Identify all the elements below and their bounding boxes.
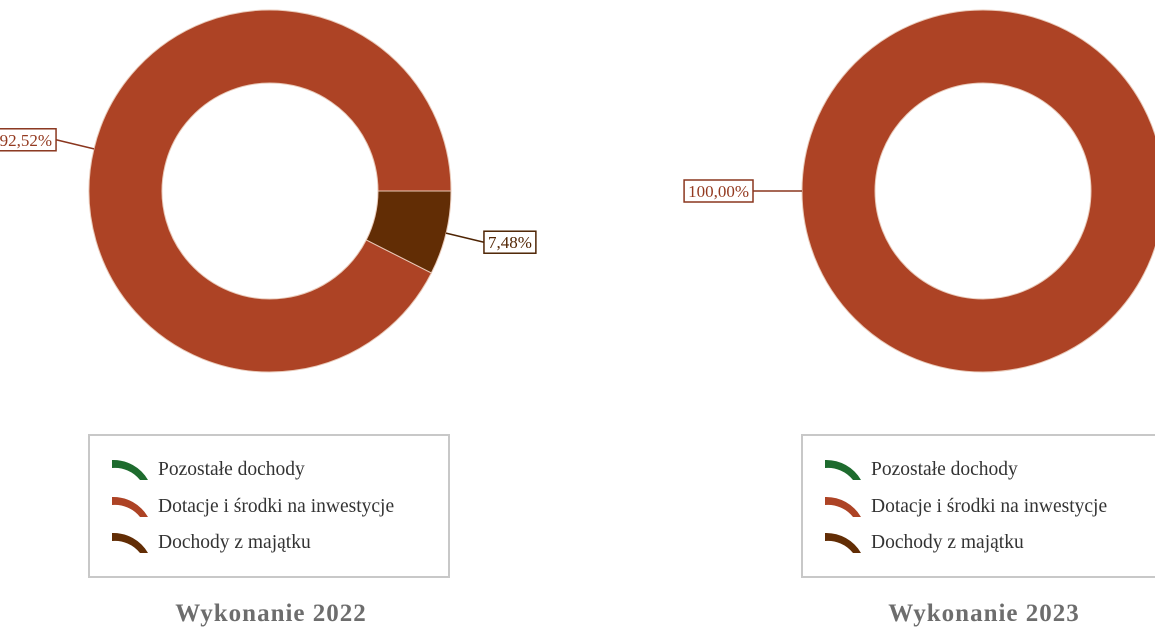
arc-swatch-icon [112,532,148,553]
donut-slice [365,190,452,274]
data-label: 7,48% [488,233,532,252]
data-label: 92,52% [0,131,52,150]
arc-swatch-icon [825,459,861,480]
chart-title-2023: Wykonanie 2023 [888,600,1080,627]
legend-item-pozostale: Pozostałe dochody [112,456,305,484]
legend-2022: Pozostałe dochody Dotacje i środki na in… [88,434,450,578]
data-label-box [683,179,754,203]
legend-label: Dochody z majątku [871,532,1024,553]
legend-label: Dochody z majątku [158,532,311,553]
legend-label: Dotacje i środki na inwestycje [158,496,395,517]
legend-label: Pozostałe dochody [158,459,305,480]
data-label-leader [445,232,485,243]
arc-swatch-icon [112,459,148,480]
chart-panel-2023: 100,00% Pozostałe dochody Dotacje i środ… [683,0,1155,633]
chart-panel-2022: 92,52% 7,48% Pozostałe dochody Dotacje i … [0,0,577,633]
legend-item-dochody-z-majatku: Dochody z majątku [112,529,311,557]
data-label-leader [55,139,95,150]
data-label-box [0,128,57,152]
legend-item-dochody-z-majatku: Dochody z majątku [825,529,1024,557]
donut-chart-2022: 92,52% 7,48% [0,9,537,373]
donut-chart-2023: 100,00% [683,9,1155,373]
donut-slice [88,9,452,373]
data-label: 100,00% [688,182,749,201]
legend-2023: Pozostałe dochody Dotacje i środki na in… [801,434,1155,578]
legend-item-pozostale: Pozostałe dochody [825,456,1018,484]
legend-item-dotacje: Dotacje i środki na inwestycje [112,493,394,521]
legend-item-dotacje: Dotacje i środki na inwestycje [825,493,1107,521]
data-label-box [483,230,537,254]
legend-label: Dotacje i środki na inwestycje [871,496,1108,517]
donut-slice [801,9,1155,373]
chart-title-2022: Wykonanie 2022 [175,600,367,627]
arc-swatch-icon [112,496,148,517]
legend-label: Pozostałe dochody [871,459,1018,480]
arc-swatch-icon [825,532,861,553]
arc-swatch-icon [825,496,861,517]
